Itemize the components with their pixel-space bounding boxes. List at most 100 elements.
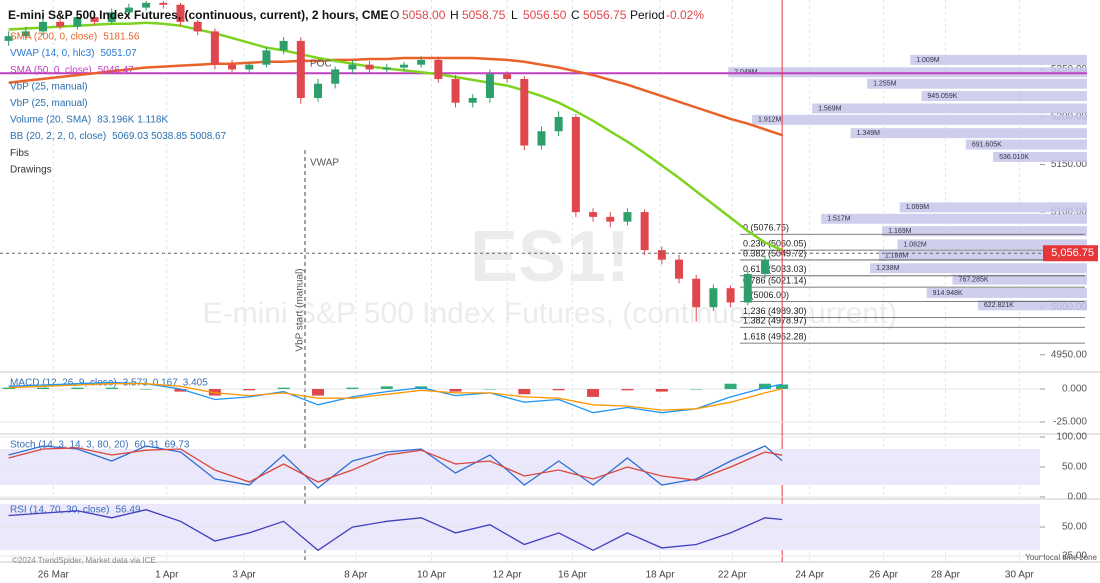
candle-body bbox=[279, 40, 288, 51]
legend-text: SMA (200, 0, close) bbox=[10, 32, 97, 43]
volume-profile-bar bbox=[952, 274, 1087, 285]
candle-body bbox=[743, 273, 752, 303]
ohlc-label: C bbox=[571, 8, 580, 22]
x-tick-label: 28 Apr bbox=[931, 570, 961, 581]
ohlc-label: Period bbox=[630, 8, 665, 22]
histogram-bar bbox=[655, 388, 668, 392]
volume-profile-bar bbox=[870, 263, 1087, 274]
ohlc-label: O bbox=[390, 8, 399, 22]
indicator-label: MACD (12, 26, 9, close) bbox=[10, 378, 117, 389]
candle-body bbox=[417, 59, 426, 65]
ohlc-value: 5056.75 bbox=[583, 8, 627, 22]
candle-body bbox=[692, 278, 701, 308]
fib-label: 0.618 (5033.03) bbox=[743, 264, 807, 274]
volume-profile-label: 767.285K bbox=[959, 276, 989, 283]
candle-body bbox=[176, 4, 185, 22]
histogram-bar bbox=[36, 387, 49, 389]
x-tick-label: 16 Apr bbox=[558, 570, 588, 581]
y-tick-label: 100.00 bbox=[1056, 432, 1087, 443]
y-tick-label: 4950.00 bbox=[1051, 349, 1088, 360]
candle-body bbox=[709, 288, 718, 308]
volume-profile-bar bbox=[821, 213, 1087, 224]
histogram-bar bbox=[243, 388, 256, 391]
histogram-bar bbox=[346, 387, 359, 389]
footer-timezone: Your local time zone bbox=[1025, 553, 1097, 562]
candle-body bbox=[159, 2, 168, 5]
legend-text: Volume (20, SMA) bbox=[10, 115, 91, 126]
x-tick-label: 24 Apr bbox=[795, 570, 825, 581]
histogram-bar bbox=[277, 387, 290, 389]
candle-body bbox=[21, 31, 30, 37]
legend-readout: 5181.56 bbox=[103, 32, 140, 43]
candle-body bbox=[314, 83, 323, 98]
fib-label: 0.236 (5060.05) bbox=[743, 238, 807, 248]
candle-body bbox=[382, 67, 391, 70]
x-tick-label: 12 Apr bbox=[493, 570, 523, 581]
indicator-readout: 60.31 bbox=[134, 440, 159, 451]
volume-profile-label: 1.569M bbox=[818, 105, 842, 112]
x-tick-label: 26 Apr bbox=[869, 570, 899, 581]
volume-profile-label: 945.059K bbox=[927, 93, 957, 100]
candle-body bbox=[38, 21, 47, 32]
chart-title: E-mini S&P 500 Index Futures, (continuou… bbox=[8, 8, 389, 22]
volume-profile-label: 1.188M bbox=[885, 253, 909, 260]
volume-profile-bar bbox=[867, 78, 1087, 89]
legend-readout: 5069.03 5038.85 5008.67 bbox=[112, 131, 226, 142]
candle-body bbox=[520, 78, 529, 146]
histogram-bar bbox=[621, 388, 634, 391]
candle-body bbox=[56, 21, 65, 27]
y-tick-label: 25.00 bbox=[1062, 551, 1087, 562]
volume-profile-bar bbox=[965, 139, 1087, 150]
x-tick-label: 10 Apr bbox=[417, 570, 447, 581]
ohlc-value: 5058.00 bbox=[402, 8, 446, 22]
volume-profile-label: 1.069M bbox=[906, 204, 930, 211]
legend-text: BB (20, 2, 2, 0, close) bbox=[10, 131, 106, 142]
candle-body bbox=[228, 64, 237, 70]
candle-body bbox=[760, 259, 769, 274]
x-tick-label: 8 Apr bbox=[344, 570, 368, 581]
watermark-name: E-mini S&P 500 Index Futures, (continuou… bbox=[203, 297, 898, 330]
indicator-line bbox=[8, 445, 783, 489]
legend-text: VbP (25, manual) bbox=[10, 98, 88, 109]
watermark-symbol: ES1! bbox=[470, 217, 630, 297]
fib-label: 1 (5006.00) bbox=[743, 290, 789, 300]
fib-label: 1.236 (4989.30) bbox=[743, 306, 807, 316]
volume-profile-label: 1.238M bbox=[876, 265, 900, 272]
ohlc-value: 5056.50 bbox=[523, 8, 567, 22]
candle-body bbox=[399, 64, 408, 68]
histogram-bar bbox=[71, 387, 84, 389]
histogram-bar bbox=[174, 388, 187, 392]
footer-credit: ©2024 TrendSpider, Market data via ICE bbox=[12, 556, 156, 565]
x-tick-label: 22 Apr bbox=[718, 570, 748, 581]
volume-profile-bar bbox=[993, 151, 1087, 162]
candle-body bbox=[4, 36, 13, 41]
fib-label: 0.786 (5021.14) bbox=[743, 275, 807, 285]
histogram-bar bbox=[724, 383, 737, 389]
x-tick-label: 1 Apr bbox=[155, 570, 179, 581]
annotation: VbP start (manual) bbox=[295, 268, 306, 351]
volume-profile-bar bbox=[882, 226, 1087, 237]
volume-profile-label: 1.255M bbox=[873, 81, 897, 88]
volume-profile-bar bbox=[751, 114, 1087, 125]
candle-body bbox=[434, 59, 443, 79]
candle-body bbox=[124, 7, 133, 13]
annotation: POC bbox=[310, 59, 332, 70]
volume-profile-bar bbox=[921, 91, 1087, 102]
candle-body bbox=[107, 12, 116, 22]
last-price-badge bbox=[1043, 245, 1098, 262]
last-price-label: 5,056.75 bbox=[1051, 247, 1094, 259]
candle-body bbox=[296, 40, 305, 98]
histogram-bar bbox=[776, 384, 789, 389]
histogram-bar bbox=[518, 388, 531, 395]
legend-readout: 5051.07 bbox=[100, 48, 137, 59]
histogram-bar bbox=[140, 388, 153, 390]
indicator-label: RSI (14, 70, 30, close) bbox=[10, 505, 110, 516]
ohlc-label: L bbox=[511, 8, 518, 22]
volume-profile-bar bbox=[910, 54, 1087, 65]
y-tick-label: 5150.00 bbox=[1051, 159, 1088, 170]
indicator-readout: 56.49 bbox=[116, 505, 141, 516]
overlay-line bbox=[8, 56, 783, 137]
volume-profile-label: 1.169M bbox=[888, 228, 912, 235]
volume-profile-bar bbox=[899, 202, 1087, 213]
candle-body bbox=[348, 64, 357, 70]
